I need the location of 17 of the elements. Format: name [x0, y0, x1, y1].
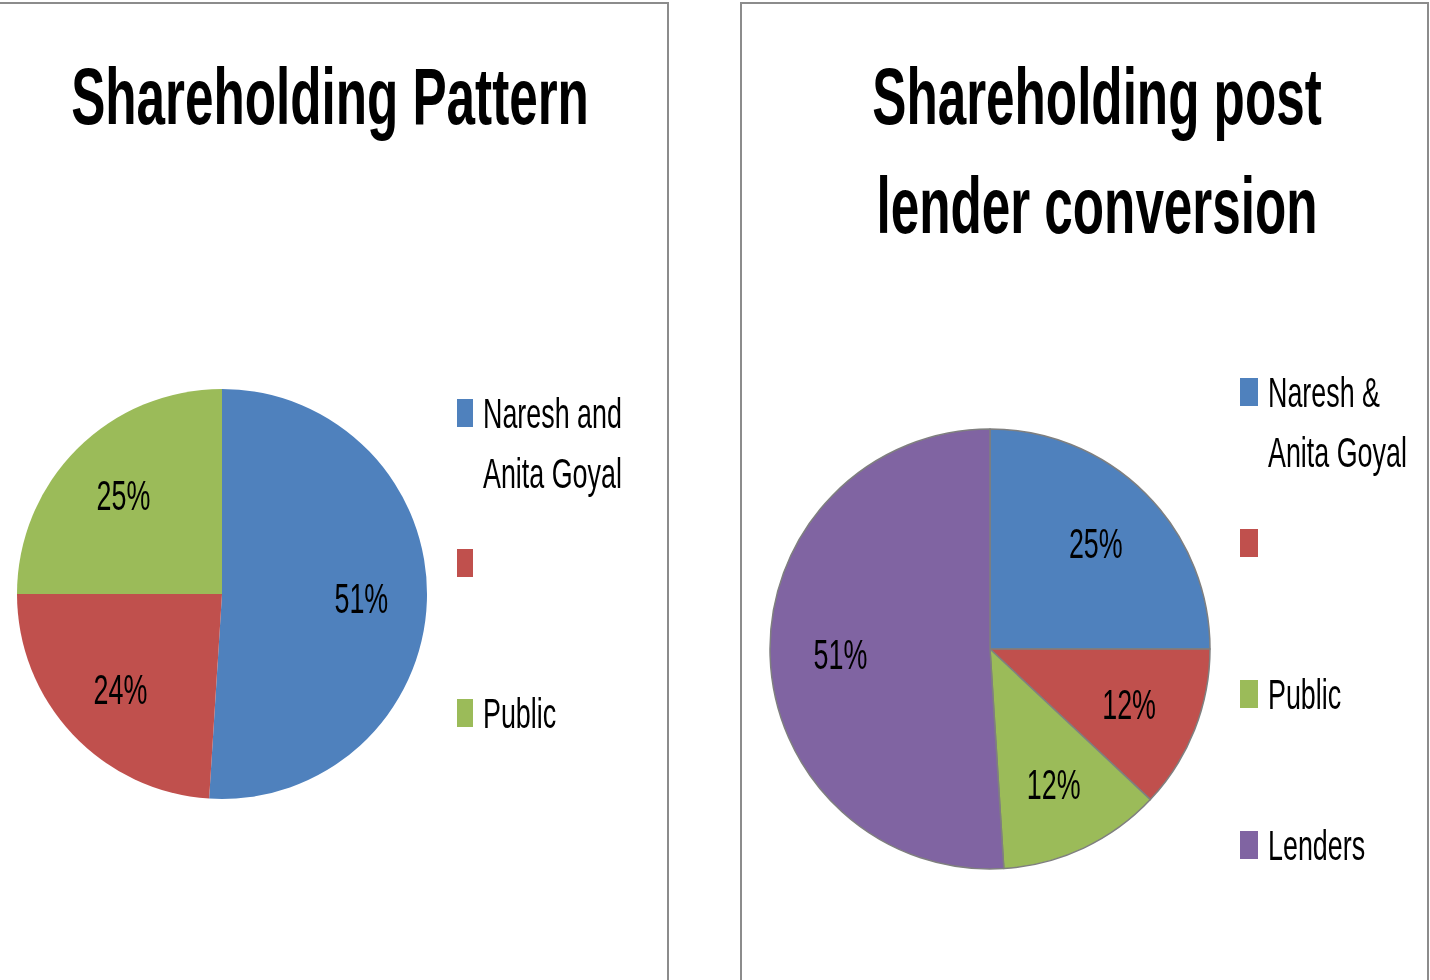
data-label: 25%	[1068, 519, 1123, 567]
pie-slice	[17, 594, 222, 799]
legend-label: Naresh and Anita Goyal	[483, 389, 622, 497]
pie-slice	[17, 389, 222, 594]
legend-label: Public	[1268, 670, 1342, 718]
chart-title: Shareholding Pattern	[71, 51, 589, 141]
pie-slice	[209, 389, 427, 799]
legend-label: Lenders	[1268, 821, 1366, 869]
legend-label: Naresh & Anita Goyal	[1268, 368, 1407, 476]
data-label: 24%	[93, 666, 148, 713]
data-label: 51%	[334, 575, 389, 622]
legend-label: Public	[483, 689, 557, 737]
data-label: 25%	[96, 472, 151, 519]
data-label: 12%	[1026, 761, 1081, 808]
data-label: 12%	[1102, 680, 1156, 728]
data-label: 51%	[813, 630, 868, 677]
chart-title: Shareholding post lender conversion	[872, 51, 1322, 250]
